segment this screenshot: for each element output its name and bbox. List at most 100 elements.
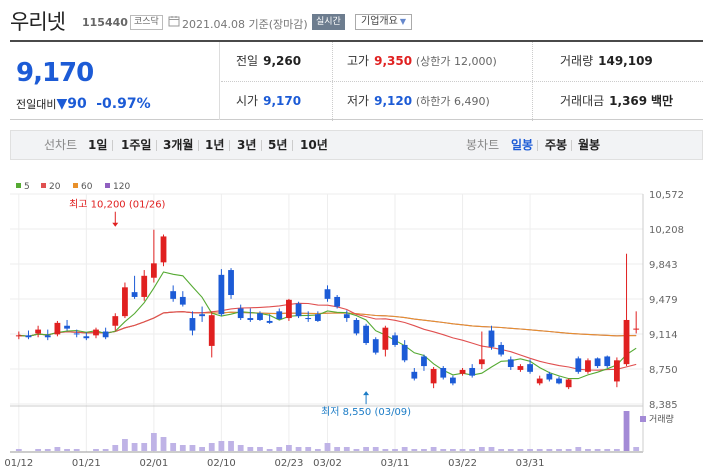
- chevron-down-icon: ▼: [399, 17, 406, 26]
- ma-line-20: [18, 302, 637, 371]
- line-chart-label: 선차트: [44, 138, 78, 152]
- tab-10-year[interactable]: 10년: [300, 138, 328, 152]
- candle-body: [295, 303, 302, 317]
- tab-monthly[interactable]: 월봉: [578, 138, 601, 152]
- candle-body: [372, 339, 379, 353]
- x-tick-label: 01/12: [4, 458, 33, 469]
- change-row: 전일대비▼90 -0.97%: [16, 96, 151, 112]
- base-date: 2021.04.08 기준(장마감): [182, 18, 308, 31]
- volume-label: 거래량: [560, 54, 594, 68]
- tab-daily[interactable]: 일봉: [511, 138, 534, 152]
- volume-bar: [73, 449, 80, 451]
- candle-body: [218, 274, 225, 315]
- candle-body: [353, 319, 360, 334]
- price-chart-svg: 5 20 60 120 10,572 10,208 9,843 9,479 9,114 8,750…: [4, 182, 684, 469]
- volume-bar: [430, 447, 437, 451]
- candle-body: [411, 371, 418, 379]
- candle-body: [266, 320, 273, 323]
- high-label: 고가: [347, 54, 370, 68]
- tab-3-month[interactable]: 3개월: [163, 138, 194, 152]
- volume-bar: [392, 449, 398, 451]
- y-tick-label: 9,114: [649, 330, 678, 341]
- volume-bar: [565, 449, 572, 451]
- candle-body: [25, 335, 32, 338]
- volume-bar: [372, 447, 379, 451]
- high-value: 9,350: [374, 54, 413, 68]
- low-arrow-head: [363, 391, 370, 396]
- candle-body: [170, 291, 177, 299]
- market-badge: 코스닥: [130, 15, 163, 30]
- company-overview-button[interactable]: 기업개요 ▼: [355, 14, 412, 30]
- volume-bar: [208, 443, 215, 451]
- tab-divider: [537, 140, 538, 151]
- volume-bar: [421, 449, 427, 451]
- candle-body: [73, 333, 80, 335]
- high-cell: 고가 9,350 (상한가 12,000): [332, 42, 532, 81]
- volume-bar: [228, 441, 234, 451]
- tab-5-year[interactable]: 5년: [268, 138, 288, 152]
- tab-1-year[interactable]: 1년: [205, 138, 225, 152]
- volume-bar: [546, 449, 553, 451]
- volume-value: 149,109: [598, 54, 653, 68]
- legend-label: 20: [49, 182, 61, 192]
- down-arrow-icon: ▼: [56, 96, 68, 112]
- volume-bar: [35, 449, 42, 451]
- volume-bar: [382, 449, 389, 451]
- candle-chart-label: 봉차트: [466, 138, 500, 152]
- volume-bar: [150, 433, 157, 451]
- candle-body: [199, 314, 205, 317]
- candle-body: [122, 287, 128, 317]
- candle-body: [150, 263, 157, 278]
- candle-body: [565, 379, 572, 388]
- tab-1-day[interactable]: 1일: [88, 138, 108, 152]
- candle-body: [392, 335, 398, 345]
- candle-body: [450, 377, 456, 384]
- low-label: 저가: [347, 94, 370, 108]
- volume-bar: [517, 449, 524, 451]
- candle-body: [488, 330, 495, 347]
- volume-bar: [112, 445, 119, 451]
- legend-label: 120: [113, 182, 130, 192]
- candle-body: [93, 329, 99, 336]
- high-annotation: 최고 10,200 (01/26): [69, 199, 165, 211]
- volume-bar: [613, 449, 620, 451]
- candle-body: [141, 275, 148, 297]
- candle-body: [286, 299, 292, 319]
- candle-body: [35, 329, 42, 334]
- volume-bar: [160, 437, 167, 451]
- candle-body: [363, 325, 369, 344]
- tab-weekly[interactable]: 주봉: [545, 138, 568, 152]
- prev-close-value: 9,260: [263, 54, 302, 68]
- volume-bar: [102, 449, 109, 451]
- volume-bar: [594, 449, 601, 451]
- high-arrow-head: [112, 222, 119, 227]
- prev-close-cell: 전일 9,260: [221, 42, 332, 81]
- y-tick-label: 10,572: [649, 190, 684, 201]
- candle-body: [613, 360, 620, 382]
- volume-bar: [604, 449, 611, 451]
- volume-bar: [237, 445, 244, 451]
- volume-legend-swatch: [640, 416, 646, 422]
- volume-bar: [93, 449, 99, 451]
- legend-swatch: [16, 183, 21, 188]
- volume-bar: [179, 445, 186, 451]
- volume-bar: [122, 439, 128, 451]
- volume-bar: [507, 449, 514, 451]
- candle-body: [208, 315, 215, 346]
- volume-bar: [527, 449, 533, 451]
- x-tick-label: 03/11: [381, 458, 410, 469]
- tab-3-year[interactable]: 3년: [237, 138, 257, 152]
- tab-1-week[interactable]: 1주일: [121, 138, 152, 152]
- candle-body: [83, 336, 90, 339]
- tab-divider: [292, 140, 293, 151]
- realtime-button[interactable]: 실시간: [312, 14, 345, 30]
- tab-divider: [229, 140, 230, 151]
- calendar-icon: [168, 16, 180, 27]
- candle-body: [478, 359, 485, 365]
- volume-bar: [295, 447, 302, 451]
- volume-bar: [334, 447, 341, 451]
- x-tick-label: 02/01: [139, 458, 168, 469]
- volume-bar: [314, 449, 321, 451]
- candle-body: [633, 328, 640, 330]
- tab-divider: [156, 140, 157, 151]
